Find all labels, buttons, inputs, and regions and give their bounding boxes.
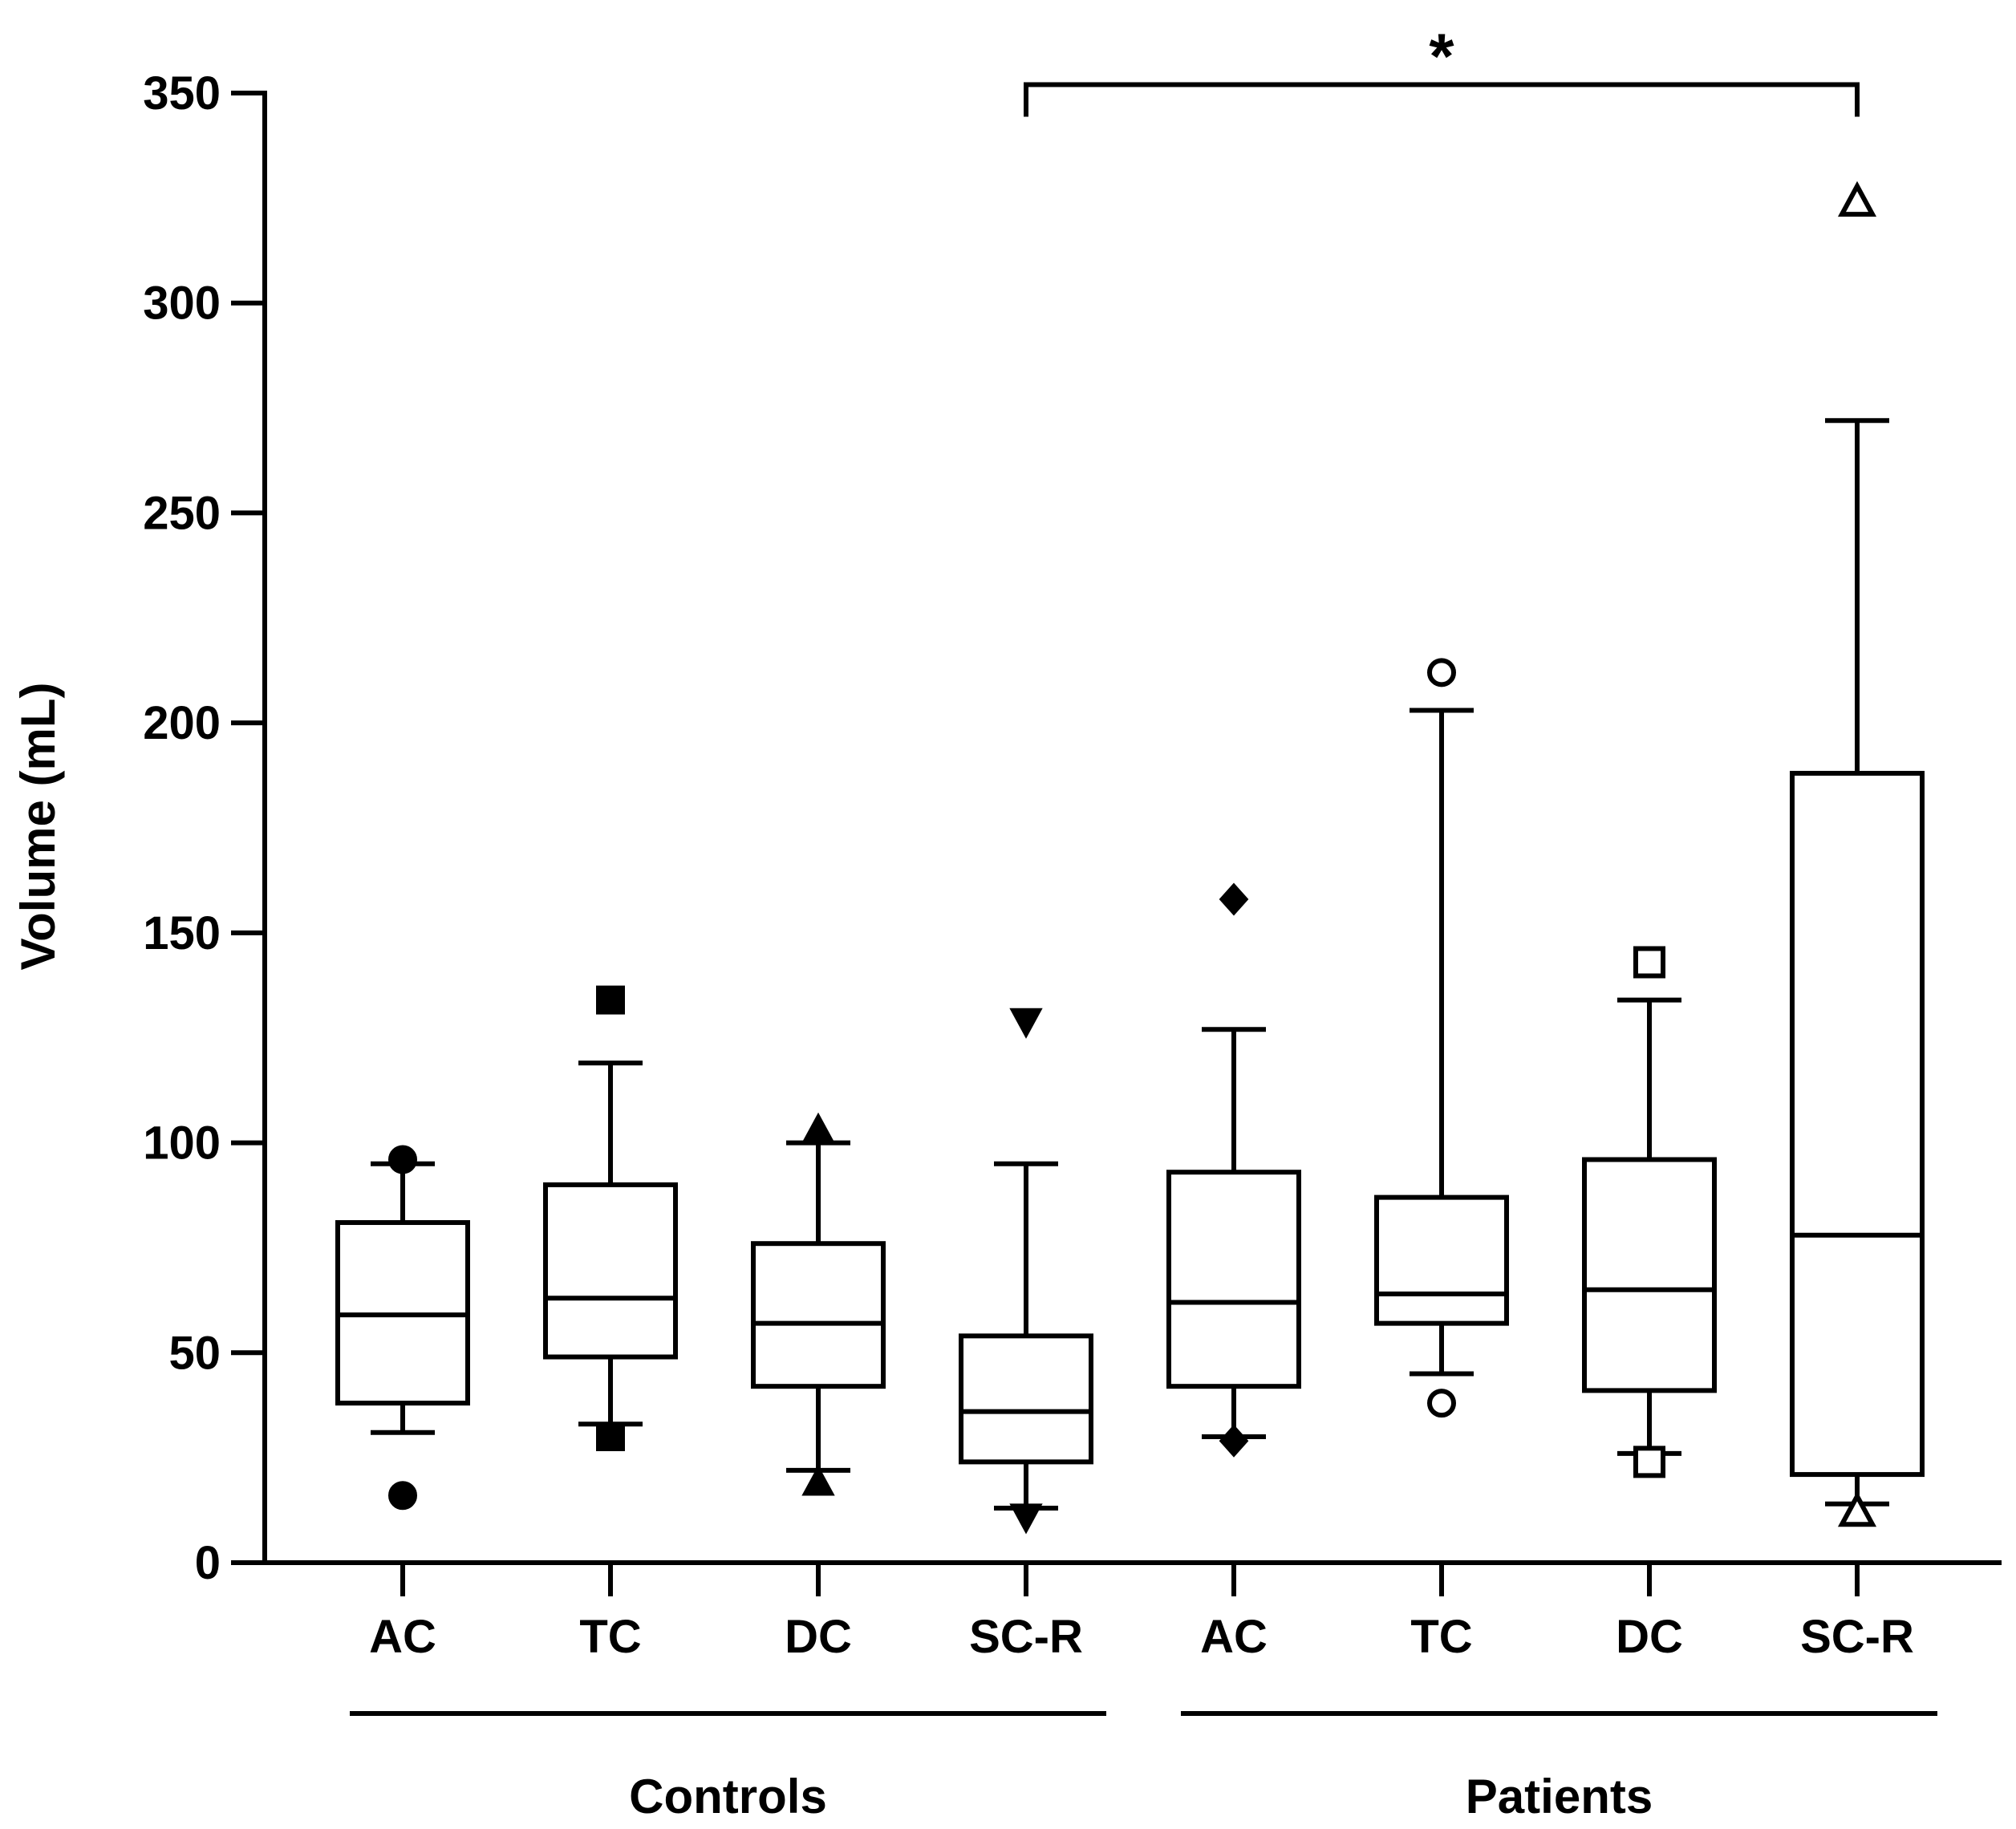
x-tick-label: SC-R xyxy=(1800,1611,1914,1663)
x-tick-label: DC xyxy=(785,1611,852,1663)
outlier-triangle-up xyxy=(801,1465,835,1496)
outlier-triangle-down xyxy=(1009,1503,1043,1535)
outlier-triangle-up xyxy=(801,1112,835,1143)
significance-label: * xyxy=(1429,21,1454,92)
outlier-circle xyxy=(388,1481,417,1511)
box-iqr xyxy=(1582,1157,1717,1393)
y-tick-label: 150 xyxy=(143,907,221,959)
y-tick-label: 250 xyxy=(143,487,221,539)
outlier-circle xyxy=(1427,658,1456,687)
outlier-triangle-up xyxy=(1837,1490,1877,1527)
outlier-square xyxy=(1633,1446,1665,1478)
outliers-layer xyxy=(388,180,1877,1535)
y-tick-label: 350 xyxy=(143,67,221,120)
outlier-diamond xyxy=(1219,1424,1249,1458)
annotations-layer: * xyxy=(1024,21,1860,117)
axes-layer: 0 50 100 150 200 250 300 350 AC TC DC SC-R AC TC DC SC-… xyxy=(143,67,2002,1823)
outlier-circle xyxy=(1427,1389,1456,1418)
x-tick-label: TC xyxy=(1410,1611,1472,1663)
x-tick-label: SC-R xyxy=(969,1611,1083,1663)
y-tick-label: 200 xyxy=(143,697,221,749)
box-iqr xyxy=(751,1241,886,1389)
x-tick-label: TC xyxy=(579,1611,641,1663)
box-iqr xyxy=(543,1182,678,1360)
y-tick-label: 100 xyxy=(143,1117,221,1170)
x-tick-label: AC xyxy=(1200,1611,1268,1663)
outlier-triangle-up xyxy=(1837,180,1877,217)
x-tick-label: DC xyxy=(1616,1611,1683,1663)
box-iqr xyxy=(1166,1170,1301,1389)
y-tick-label: 0 xyxy=(195,1537,221,1589)
boxes-layer xyxy=(335,418,1925,1511)
group-label: Patients xyxy=(1466,1770,1653,1823)
outlier-square xyxy=(596,985,625,1015)
box-iqr xyxy=(1374,1194,1509,1326)
group-label: Controls xyxy=(629,1770,827,1823)
y-tick-label: 300 xyxy=(143,278,221,330)
box-iqr xyxy=(959,1333,1093,1465)
box-iqr xyxy=(1790,770,1925,1478)
y-axis-label: Volume (mL) xyxy=(11,683,65,971)
outlier-circle xyxy=(388,1145,417,1174)
y-tick-label: 50 xyxy=(168,1327,221,1379)
outlier-square xyxy=(1633,946,1665,979)
outlier-triangle-down xyxy=(1009,1008,1043,1039)
significance-bracket xyxy=(1024,82,1860,117)
outlier-square xyxy=(596,1421,625,1451)
outlier-diamond xyxy=(1219,882,1249,916)
x-tick-label: AC xyxy=(369,1611,436,1663)
